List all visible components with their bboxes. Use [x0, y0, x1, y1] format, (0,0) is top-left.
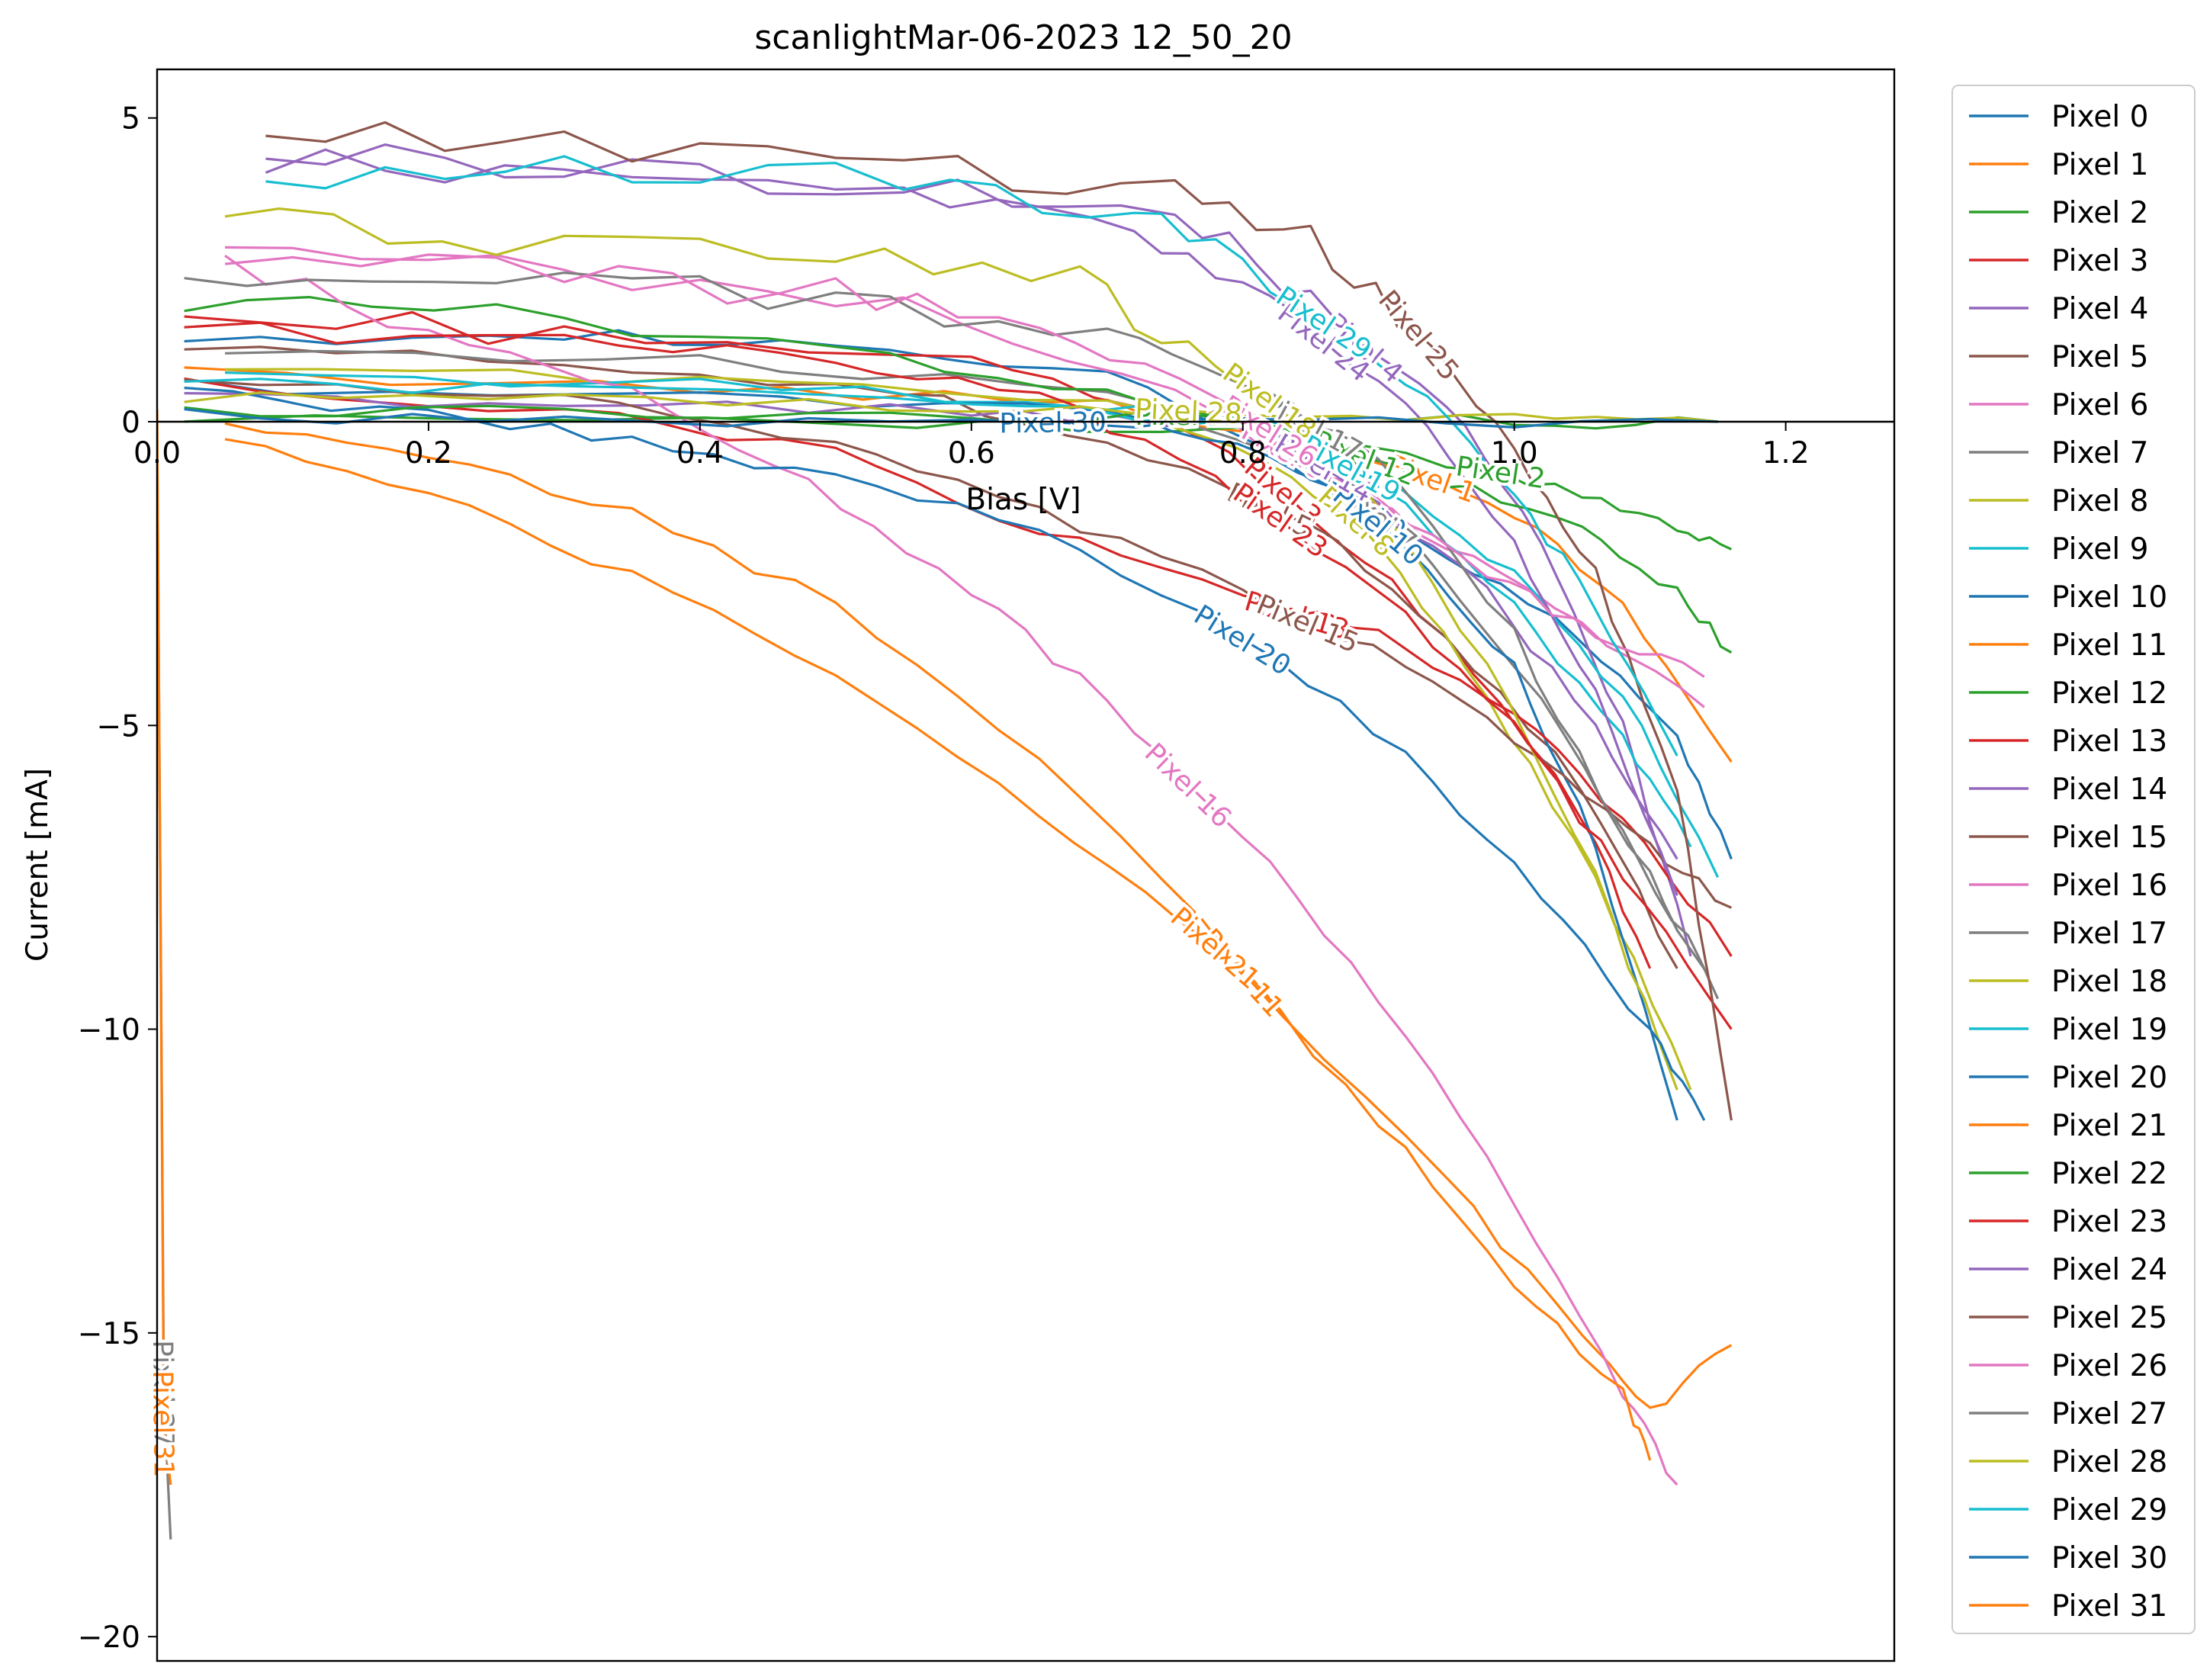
y-tick-label: −15 [78, 1317, 140, 1351]
svg-text:Pixel 28: Pixel 28 [1134, 393, 1242, 430]
legend-frame [1951, 85, 2196, 1634]
x-tick-label: 0.6 [948, 436, 995, 471]
legend-entry: Pixel 28 [2051, 1445, 2167, 1479]
x-tick-label: 0.0 [133, 436, 181, 471]
legend-entry: Pixel 11 [2051, 628, 2167, 663]
legend-entry: Pixel 26 [2051, 1349, 2167, 1383]
x-axis-label: Bias [V] [965, 483, 1081, 517]
svg-text:Pixel 30: Pixel 30 [999, 407, 1107, 440]
y-tick-label: 0 [121, 406, 140, 440]
legend-entry: Pixel 5 [2051, 340, 2148, 374]
y-tick-label: −20 [78, 1621, 140, 1655]
series-line [184, 407, 1718, 429]
series-line [224, 246, 1705, 708]
legend-entry: Pixel 6 [2051, 388, 2148, 422]
series-line [265, 143, 1692, 957]
y-tick-label: −5 [97, 709, 141, 744]
inline-series-label: Pixel 16 [1136, 734, 1241, 837]
inline-series-label: Pixel 22 [1132, 397, 1245, 435]
x-ticks: 0.0 0.2 0.4 0.6 0.8 1.0 1.2 [133, 422, 1810, 471]
x-tick-label: 0.2 [405, 436, 452, 471]
legend-entry: Pixel 14 [2051, 773, 2167, 807]
legend-entry: Pixel 19 [2051, 1013, 2167, 1047]
x-tick-label: 1.2 [1762, 436, 1810, 471]
legend-entry: Pixel 3 [2051, 244, 2148, 278]
legend-entry: Pixel 4 [2051, 292, 2148, 326]
legend-entry: Pixel 30 [2051, 1541, 2167, 1576]
series-line [184, 296, 1733, 654]
svg-text:Pixel 16: Pixel 16 [1139, 737, 1238, 834]
legend-entry: Pixel 22 [2051, 1157, 2167, 1191]
series-line [224, 368, 1692, 1091]
series-line [184, 345, 1678, 969]
series-line [184, 329, 1733, 860]
series-line [184, 271, 1706, 969]
y-tick-label: −10 [78, 1013, 140, 1048]
legend-entry: Pixel 13 [2051, 724, 2167, 759]
inline-series-label: Pixel 21 [1161, 898, 1269, 998]
svg-text:Pixel 21: Pixel 21 [1164, 901, 1266, 995]
legend-entry: Pixel 12 [2051, 676, 2167, 711]
chart-title: scanlightMar-06-2023 12_50_20 [754, 18, 1292, 57]
series-line [265, 155, 1678, 756]
legend-entry: Pixel 20 [2051, 1061, 2167, 1095]
series-line [265, 148, 1678, 896]
inline-series-label: Pixel 27 [143, 1337, 182, 1450]
series-line [184, 377, 1678, 1121]
legend: Pixel 0 Pixel 1 Pixel 2 Pixel 3 Pixel 4 Pixel… [1951, 85, 2196, 1634]
series-line [224, 438, 1652, 1461]
legend-entry: Pixel 7 [2051, 436, 2148, 471]
legend-entry: Pixel 16 [2051, 869, 2167, 903]
y-ticks: 5 0 −5 −10 −15 −20 [78, 102, 157, 1655]
legend-entry: Pixel 25 [2051, 1301, 2167, 1335]
series-line [184, 404, 1718, 430]
legend-entry: Pixel 31 [2051, 1589, 2167, 1624]
legend-entry: Pixel 17 [2051, 917, 2167, 951]
legend-entry: Pixel 21 [2051, 1109, 2167, 1143]
legend-entry: Pixel 10 [2051, 580, 2167, 615]
legend-entry: Pixel 1 [2051, 148, 2148, 182]
series-line [184, 391, 1718, 423]
plot-frame [156, 68, 1896, 1662]
legend-entry: Pixel 9 [2051, 532, 2148, 567]
series-line [224, 207, 1678, 1091]
legend-entry: Pixel 0 [2051, 100, 2148, 134]
svg-text:Pixel 22: Pixel 22 [1135, 400, 1242, 432]
inline-series-label: Pixel 31 [143, 1367, 182, 1481]
inline-series-label: Pixel 28 [1131, 390, 1245, 433]
legend-entry: Pixel 29 [2051, 1493, 2167, 1527]
series-layer [157, 120, 1733, 1540]
legend-entry: Pixel 2 [2051, 196, 2148, 230]
series-line [184, 414, 1733, 551]
series-line [224, 253, 1705, 678]
series-line [184, 387, 1706, 1121]
svg-text:Pixel 31: Pixel 31 [146, 1370, 179, 1478]
legend-entry: Pixel 8 [2051, 484, 2148, 519]
series-line [224, 254, 1678, 1486]
legend-entry: Pixel 15 [2051, 821, 2167, 855]
x-tick-label: 1.0 [1491, 436, 1538, 471]
x-tick-label: 0.4 [676, 436, 724, 471]
svg-text:Pixel 27: Pixel 27 [146, 1340, 179, 1447]
legend-entry: Pixel 24 [2051, 1253, 2167, 1287]
series-line [224, 349, 1720, 1000]
y-tick-label: 5 [121, 102, 140, 137]
legend-entry: Pixel 23 [2051, 1205, 2167, 1239]
legend-entry: Pixel 18 [2051, 965, 2167, 999]
x-tick-label: 0.8 [1219, 436, 1267, 471]
series-line [157, 410, 172, 1486]
series-line [224, 422, 1733, 1409]
legend-entry: Pixel 27 [2051, 1397, 2167, 1431]
y-axis-label: Current [mA] [21, 768, 55, 962]
series-line [184, 321, 1733, 1030]
inline-series-label: Pixel 30 [996, 404, 1110, 443]
